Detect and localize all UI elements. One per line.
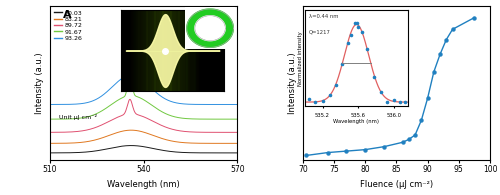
X-axis label: Fluence (μJ cm⁻²): Fluence (μJ cm⁻²) (360, 180, 433, 189)
X-axis label: Wavelength (nm): Wavelength (nm) (107, 180, 180, 189)
Text: A: A (63, 11, 72, 20)
Legend: 70.03, 83.21, 89.72, 91.67, 93.26: 70.03, 83.21, 89.72, 91.67, 93.26 (53, 9, 84, 42)
Text: Unit μJ cm⁻²: Unit μJ cm⁻² (60, 114, 98, 120)
Y-axis label: Intensity (a.u.): Intensity (a.u.) (288, 52, 297, 114)
Y-axis label: Intensity (a.u.): Intensity (a.u.) (36, 52, 44, 114)
Text: B: B (312, 11, 320, 20)
